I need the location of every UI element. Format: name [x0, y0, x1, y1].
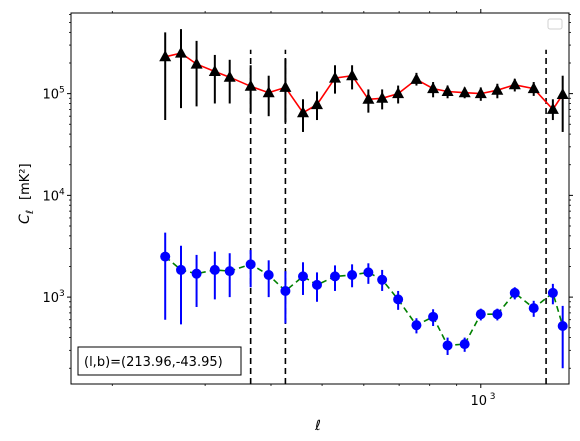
- series-1-point: [346, 69, 359, 81]
- series-2-point: [475, 309, 486, 320]
- series-1-point: [427, 82, 440, 94]
- series-2-point: [547, 287, 558, 298]
- vertical-lines: [249, 49, 547, 384]
- series-1-point: [362, 92, 375, 104]
- y-axis-label: C ℓ [mK²]: [17, 163, 36, 224]
- series-2-point: [492, 309, 503, 320]
- series-1-point: [175, 46, 187, 58]
- series-1-point: [262, 86, 275, 98]
- y-axis-label-main: C: [17, 214, 33, 224]
- series-2-point: [411, 320, 422, 331]
- legend: [547, 18, 563, 30]
- major-ticks: [67, 9, 573, 388]
- series-1-point: [491, 83, 504, 95]
- series-2-point: [191, 268, 202, 279]
- plot-area: [71, 13, 569, 384]
- series-2-point: [377, 274, 388, 285]
- series-2-point: [263, 269, 274, 280]
- annotation: (l,b)=(213.96,-43.95): [77, 346, 242, 376]
- series-2-point: [347, 269, 358, 280]
- series-2-point: [528, 303, 539, 314]
- series-1-point: [410, 72, 423, 84]
- series-2-point: [176, 264, 187, 275]
- series-1-point: [458, 86, 471, 98]
- legend-box: [547, 18, 563, 30]
- series-2-point: [509, 287, 520, 298]
- series-1-point: [508, 78, 521, 90]
- series-2-point: [311, 279, 322, 290]
- series-2-point: [459, 339, 470, 350]
- plot-frame: [70, 12, 570, 385]
- series-2-point: [393, 294, 404, 305]
- y-tick-label-exponent: 5: [59, 86, 65, 96]
- y-tick-label-exponent: 3: [59, 289, 65, 299]
- y-axis-label-sub: ℓ: [25, 210, 36, 214]
- series-2-point: [442, 340, 453, 351]
- series-1-point: [546, 102, 559, 114]
- series-2-point: [297, 271, 308, 282]
- y-tick-label: 10: [42, 189, 59, 204]
- series-1-point: [527, 82, 540, 94]
- x-tick-label: 10: [471, 394, 488, 409]
- series-1-point: [329, 71, 341, 83]
- series-2-point: [557, 321, 568, 332]
- x-axis-label: ℓ: [314, 418, 321, 434]
- x-tick-labels: 10 3: [471, 392, 496, 409]
- series-1-point: [297, 106, 309, 118]
- series-1-point: [376, 91, 389, 103]
- series-2-point: [160, 251, 171, 262]
- series-1-point: [208, 65, 221, 76]
- series-1-point: [474, 87, 487, 99]
- series-2-point: [209, 264, 220, 275]
- series-1-point: [279, 80, 292, 92]
- annotation-text: (l,b)=(213.96,-43.95): [84, 355, 223, 370]
- annotation-box: [77, 346, 242, 376]
- series-2-point: [224, 266, 235, 277]
- series-1-point: [441, 85, 454, 96]
- y-tick-label-exponent: 4: [59, 187, 65, 197]
- y-tick-label: 10: [42, 88, 59, 103]
- series-1-point: [392, 87, 405, 99]
- y-axis-label-unit: [mK²]: [18, 163, 33, 200]
- series-1-point: [556, 88, 569, 99]
- y-tick-label: 10: [42, 291, 59, 306]
- series-2: [160, 232, 568, 369]
- series-1-point: [223, 70, 236, 82]
- series-1: [159, 29, 569, 132]
- series-2-point: [280, 285, 291, 296]
- series-1-point: [159, 50, 172, 62]
- series-1-point: [190, 57, 203, 69]
- series-layer: [159, 29, 569, 369]
- series-2-point: [245, 259, 256, 270]
- series-2-point: [329, 271, 340, 282]
- series-2-point: [428, 311, 439, 322]
- series-2-point: [363, 267, 374, 278]
- series-1-point: [244, 79, 257, 91]
- series-1-point: [311, 98, 323, 110]
- x-tick-label-exponent: 3: [490, 392, 496, 402]
